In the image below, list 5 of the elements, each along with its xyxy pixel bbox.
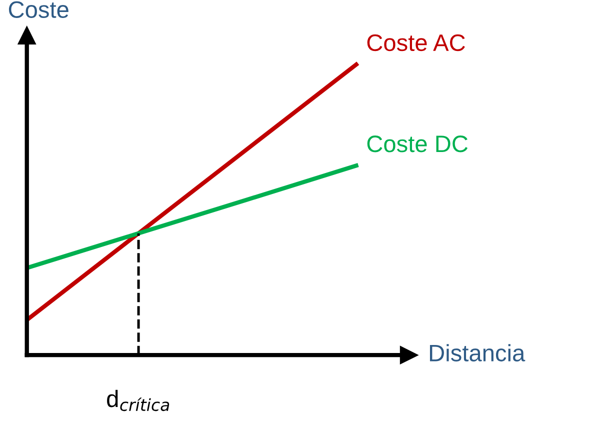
y-axis-title: Coste: [8, 1, 68, 18]
series-label: Coste AC: [367, 34, 465, 52]
series-label: Coste DC: [367, 136, 468, 152]
x-axis-title: Distancia: [430, 344, 526, 362]
text: d$_{crítica}$: [107, 390, 170, 412]
